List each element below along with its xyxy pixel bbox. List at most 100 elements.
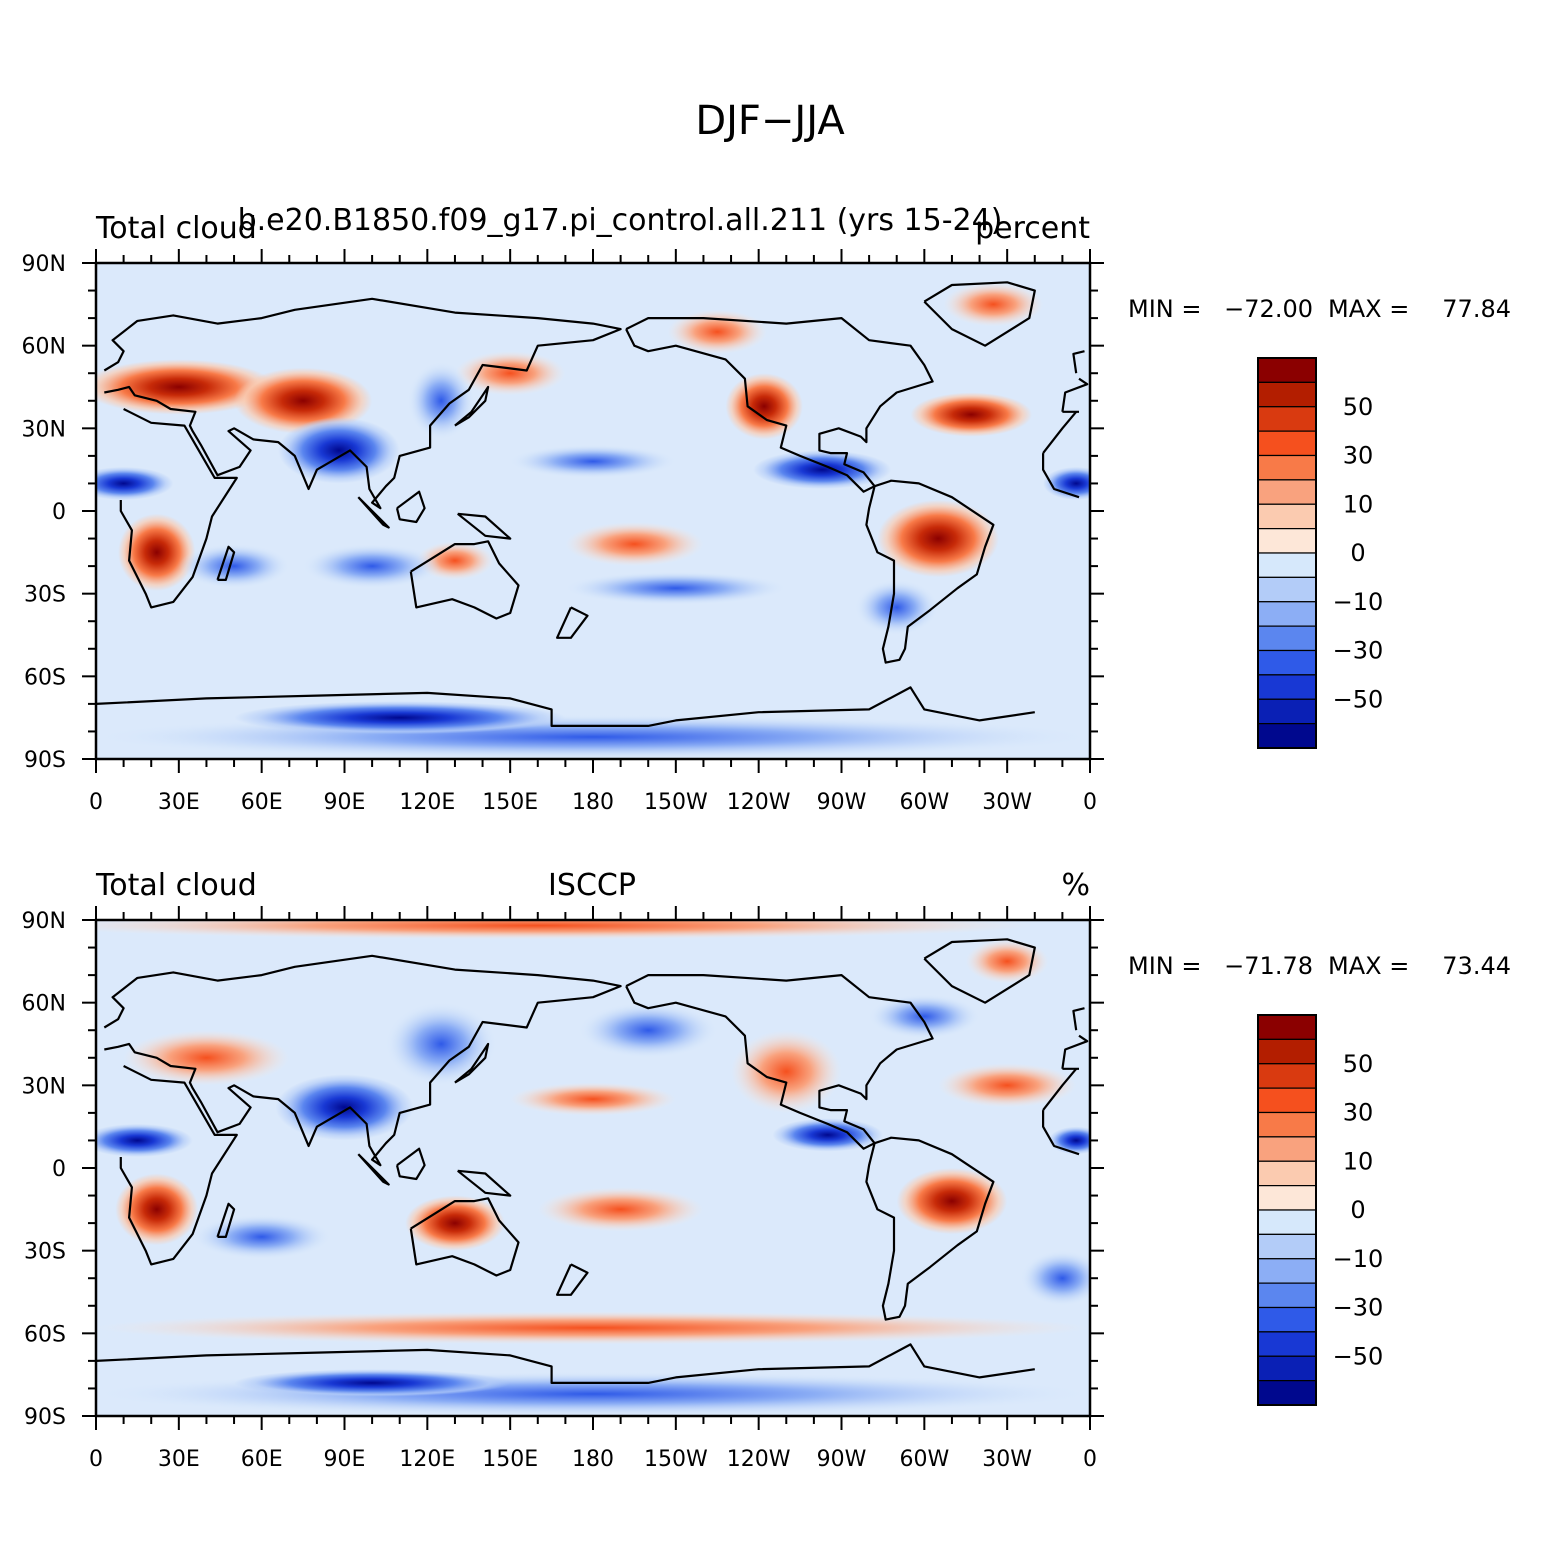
colorbar-swatch — [1257, 1014, 1317, 1040]
coastline-nz — [555, 606, 589, 639]
colorbar-swatch — [1257, 357, 1317, 383]
coastline-antarctica — [96, 1343, 1035, 1385]
colorbar-label: 50 — [1343, 1050, 1374, 1078]
colorbar-swatch — [1257, 454, 1317, 481]
colorbar-label: 10 — [1343, 490, 1374, 518]
anomaly-region — [123, 1030, 290, 1086]
anomaly-region — [234, 701, 566, 735]
anomaly-region — [405, 1195, 505, 1251]
coastline-newGuinea — [457, 1169, 512, 1197]
y-tick-label: 60S — [24, 1322, 66, 1347]
anomaly-region — [565, 522, 704, 567]
panel-left-label: Total cloud — [95, 211, 257, 246]
anomaly-region — [234, 367, 373, 434]
panel-left-label: Total cloud — [95, 868, 257, 903]
anomaly-region — [910, 392, 1033, 437]
anomaly-region — [510, 1082, 676, 1116]
colorbar-swatch — [1257, 1111, 1317, 1138]
anomaly-region — [565, 571, 787, 605]
panel-right-label: % — [1061, 868, 1090, 903]
coastline-borneo — [395, 490, 426, 524]
coastline-eurasia — [103, 297, 622, 510]
anomaly-region — [303, 544, 442, 589]
coastlines — [96, 938, 1089, 1385]
y-tick-label: 30S — [24, 1240, 66, 1265]
anomaly-region — [454, 351, 566, 396]
colorbar-label: 50 — [1343, 393, 1374, 421]
axis-ticks — [82, 249, 1104, 773]
x-tick-label: 90E — [324, 1447, 366, 1472]
colorbar-label: −10 — [1333, 1245, 1384, 1273]
anomaly-region — [385, 1002, 497, 1086]
colorbar-frame — [1257, 357, 1317, 749]
colorbar-swatch — [1257, 576, 1317, 603]
anomaly-region — [943, 282, 1044, 327]
coastline-africa — [119, 408, 238, 609]
coastline-greenland — [923, 938, 1036, 1004]
y-tick-label: 30N — [22, 417, 66, 442]
coastline-southAmerica — [865, 479, 995, 664]
colorbar-label: −30 — [1333, 1294, 1384, 1322]
coastline-nz — [555, 1263, 589, 1296]
anomaly-region — [96, 1123, 193, 1157]
anomaly-region — [579, 1002, 718, 1058]
coastline-australia — [409, 540, 520, 620]
anomaly-region — [510, 444, 676, 478]
anomaly-region — [869, 994, 980, 1039]
anomaly-region — [192, 1214, 331, 1259]
x-tick-label: 150E — [482, 1447, 538, 1472]
colorbar-swatch — [1257, 528, 1317, 554]
x-tick-label: 90W — [817, 1447, 867, 1472]
x-tick-label: 0 — [89, 790, 103, 815]
coastline-eurasia — [1061, 377, 1089, 412]
colorbar: 50 30 10 0 −10 −30 −50 — [1257, 1014, 1384, 1406]
colorbar-swatch — [1257, 1233, 1317, 1260]
x-tick-label: 150E — [482, 790, 538, 815]
x-tick-label: 150W — [644, 790, 708, 815]
colorbar-swatch — [1257, 552, 1317, 578]
colorbar-swatch — [1257, 430, 1317, 457]
coastline-madagascar — [216, 1202, 236, 1239]
x-tick-label: 120E — [399, 790, 455, 815]
colorbar-swatch — [1257, 503, 1317, 530]
colorbar-swatch — [1257, 723, 1317, 749]
colorbar-label: −30 — [1333, 637, 1384, 665]
max-label: MAX = — [1328, 952, 1409, 980]
cloud-anomaly-field — [96, 920, 1090, 1416]
anomaly-region — [877, 499, 999, 578]
anomaly-region — [96, 920, 1035, 940]
coastline-borneo — [395, 1147, 426, 1181]
y-tick-label: 90N — [22, 252, 66, 277]
anomaly-region — [234, 1369, 511, 1397]
colorbar-label: −50 — [1333, 1342, 1384, 1370]
x-tick-label: 180 — [572, 1447, 614, 1472]
y-tick-label: 60N — [22, 335, 66, 360]
colorbar-swatch — [1257, 479, 1317, 505]
panel-center-label: b.e20.B1850.f09_g17.pi_control.all.211 (… — [238, 203, 1003, 238]
axis-ticks — [82, 906, 1104, 1430]
anomaly-region — [1020, 1250, 1090, 1306]
coastline-africa — [1041, 453, 1080, 499]
x-tick-label: 60E — [241, 790, 283, 815]
anomaly-region — [275, 1074, 414, 1141]
coastline-britain — [1072, 350, 1085, 374]
coastline-australia — [409, 1197, 520, 1277]
coastline-japan — [454, 1042, 490, 1084]
anomaly-region — [178, 544, 290, 589]
x-tick-label: 120W — [727, 1447, 791, 1472]
x-tick-label: 30W — [982, 1447, 1032, 1472]
colorbar-swatch — [1257, 1063, 1317, 1089]
anomaly-region — [278, 417, 400, 484]
y-tick-label: 60S — [24, 665, 66, 690]
x-tick-label: 120W — [727, 790, 791, 815]
x-tick-label: 30E — [158, 1447, 200, 1472]
colorbar-swatch — [1257, 1136, 1317, 1162]
y-tick-label: 30S — [24, 583, 66, 608]
colorbar-label: 30 — [1343, 1099, 1374, 1127]
coastlines — [96, 281, 1089, 728]
colorbar-swatch — [1257, 1282, 1317, 1309]
max-value: 73.44 — [1442, 952, 1511, 980]
x-tick-label: 0 — [1083, 790, 1097, 815]
x-tick-label: 60E — [241, 1447, 283, 1472]
anomaly-region — [965, 939, 1049, 984]
